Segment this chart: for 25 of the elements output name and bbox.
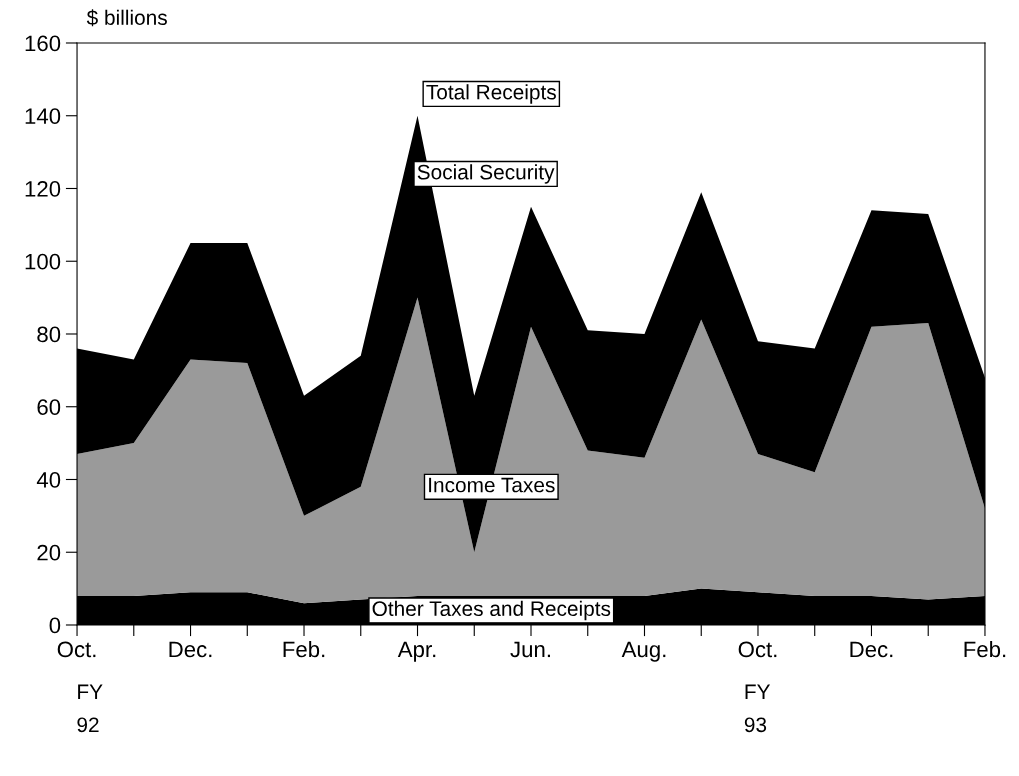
x-tick-label: Oct. [57, 641, 96, 658]
y-tick-label: 60 [37, 399, 61, 416]
y-tick-label: 120 [25, 181, 61, 197]
y-tick-label: 80 [37, 326, 61, 343]
y-tick-label: 20 [37, 544, 61, 561]
text: FY 93 [744, 684, 771, 733]
y-axis-title: $ billions [86, 9, 167, 27]
y-tick-label: 160 [25, 35, 61, 52]
x-tick-label: Feb. [964, 640, 1006, 658]
x-tick-label: Jun. [510, 641, 550, 658]
x-tick-label: Dec. [850, 641, 893, 658]
series-label: Income Taxes [429, 477, 555, 493]
annotation: Total Receipts [426, 84, 556, 104]
x-tick-label: Oct. [738, 641, 777, 658]
x-tick-label: Dec. [169, 641, 212, 658]
y-tick-label: 40 [36, 472, 61, 488]
y-tick-label: 140 [25, 108, 61, 125]
x-tick-label: Aug. [621, 641, 666, 662]
series-label: Other Taxes and Receipts [372, 600, 611, 621]
y-tick-label: 100 [25, 253, 61, 270]
text: FY 92 [77, 684, 103, 733]
y-tick-label: 0 [49, 617, 61, 634]
x-tick-label: Feb. [283, 640, 325, 658]
x-tick-label: Apr. [397, 641, 436, 662]
series-label: Social Security [417, 164, 555, 184]
